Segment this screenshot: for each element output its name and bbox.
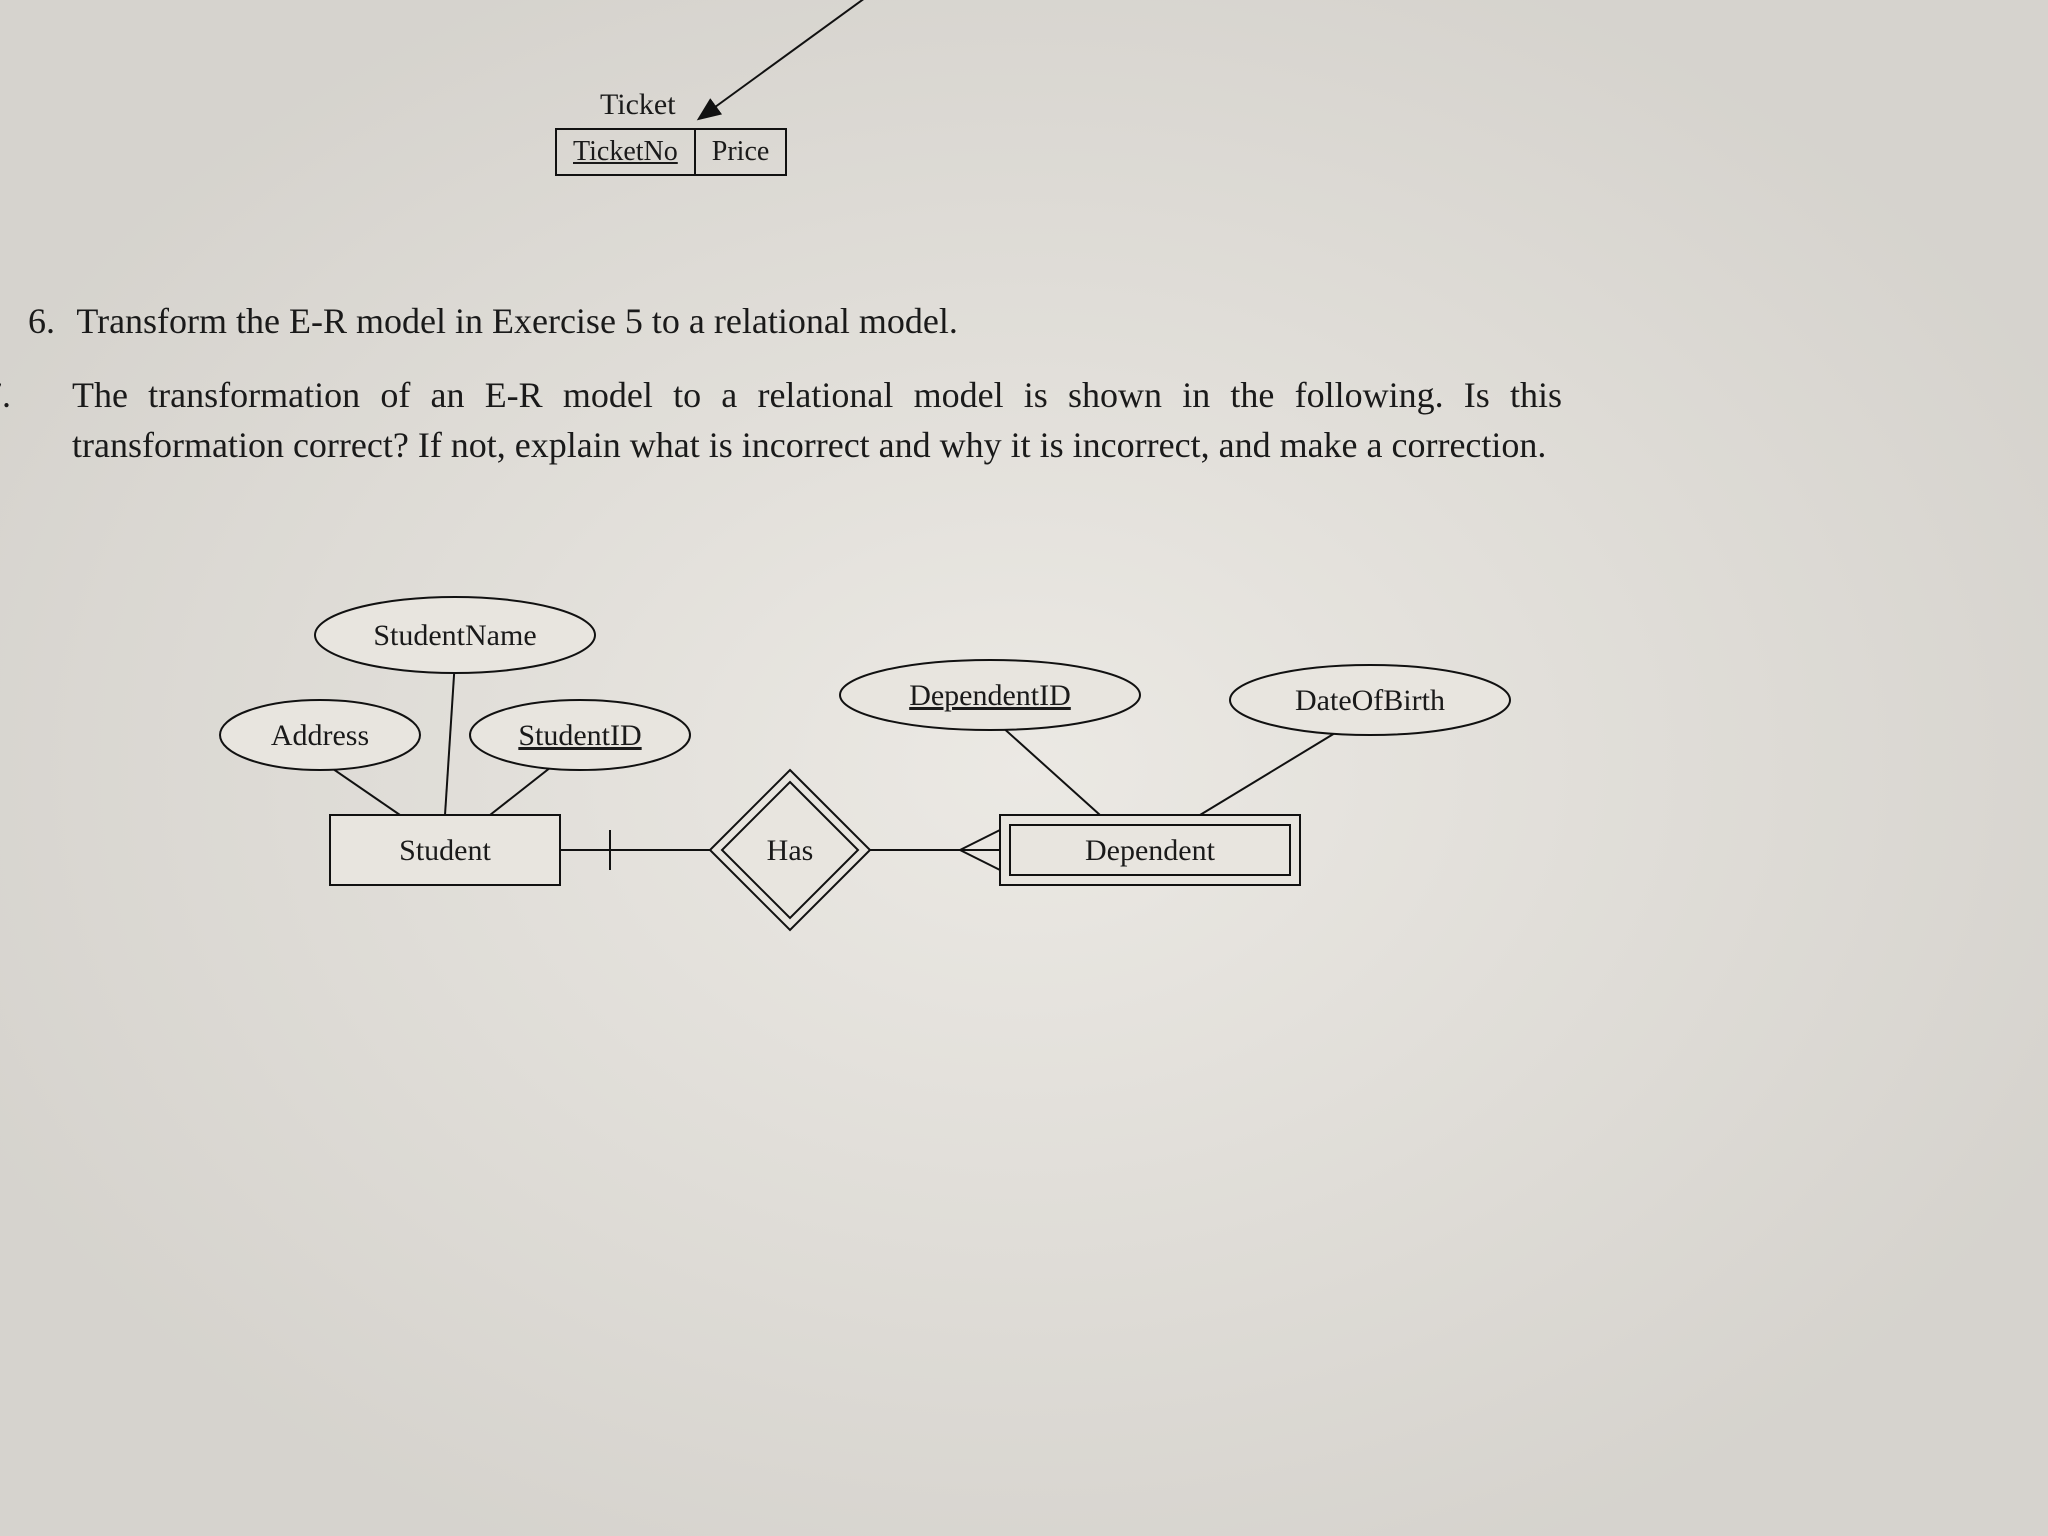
line-studentname-student bbox=[445, 660, 455, 815]
crowsfoot-bottom bbox=[960, 850, 1000, 870]
crowsfoot-top bbox=[960, 830, 1000, 850]
attr-studentname-label: StudentName bbox=[373, 619, 536, 652]
attr-address-label: Address bbox=[271, 719, 369, 752]
attr-dateofbirth-label: DateOfBirth bbox=[1295, 684, 1445, 717]
entity-dependent-label: Dependent bbox=[1085, 834, 1216, 867]
line-dateofbirth-dependent bbox=[1200, 730, 1340, 815]
attr-dependentid-label: DependentID bbox=[909, 679, 1071, 712]
entity-student-label: Student bbox=[399, 834, 491, 867]
er-diagram-svg: Student Dependent Has StudentName Addres… bbox=[0, 0, 2048, 1536]
page-root: Ticket TicketNo Price 6. Transform the E… bbox=[0, 0, 2048, 1536]
line-dependentid-dependent bbox=[1000, 725, 1100, 815]
relationship-has-label: Has bbox=[767, 834, 814, 867]
attr-studentid-label: StudentID bbox=[518, 719, 641, 752]
